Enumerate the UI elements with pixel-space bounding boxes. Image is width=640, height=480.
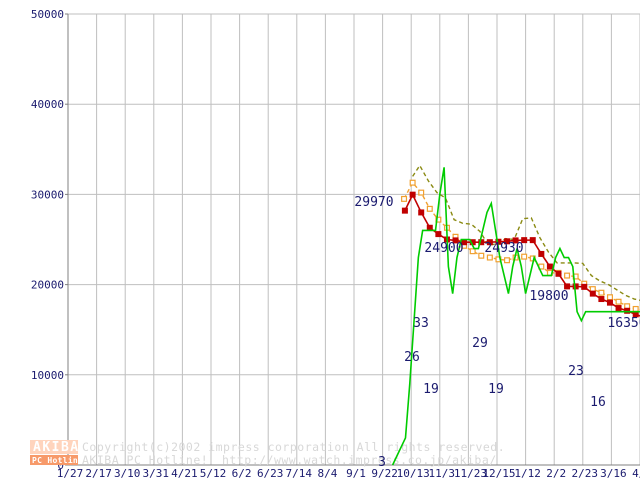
hotline-logo-text: PC Hotline! [32, 455, 88, 465]
series-line-max-price [412, 164, 640, 301]
y-axis-tick-labels: 0 10000 20000 30000 40000 50000 [31, 8, 68, 472]
data-point-marker [521, 237, 528, 244]
y-axis-tick-label: 50000 [31, 8, 64, 21]
data-point-marker [589, 290, 596, 297]
data-value-label: 16350 [607, 316, 640, 331]
data-point-marker [606, 294, 613, 301]
x-axis-tick-label: 2/17 [85, 467, 112, 480]
data-point-marker [581, 283, 588, 290]
data-point-marker [615, 298, 622, 305]
x-axis-tick-label: 9/22 [371, 467, 398, 480]
x-axis-tick-label: 11/23 [454, 467, 487, 480]
x-axis-tick-label: 3/16 [600, 467, 627, 480]
akiba-logo-text: AKIBA [33, 440, 80, 455]
data-point-marker [564, 283, 571, 290]
data-point-marker [624, 307, 631, 314]
data-point-labels: 29970 24900 24930 19800 16350 26 33 19 29 19 23 16 3 [354, 195, 640, 470]
axis-lines [67, 14, 640, 466]
x-axis-tick-label: 10/13 [397, 467, 430, 480]
x-axis-tick-label: 4/21 [171, 467, 198, 480]
data-value-label: 29 [472, 336, 488, 351]
y-axis-tick-label: 30000 [31, 188, 64, 201]
data-point-marker [486, 254, 493, 261]
data-value-label: 3 [378, 455, 386, 470]
data-point-marker [546, 263, 553, 270]
data-point-marker [409, 191, 416, 198]
data-point-marker [598, 289, 605, 296]
data-point-marker [606, 299, 613, 306]
data-point-marker [426, 224, 433, 231]
data-point-marker [529, 237, 536, 244]
data-point-marker [426, 205, 433, 212]
x-axis-tick-label: 8/4 [317, 467, 337, 480]
data-point-marker [521, 253, 528, 260]
site-url-line: http://www.watch.impress.co.jp/akiba/ [222, 453, 497, 467]
site-name-line: AKIBA PC Hotline! [82, 453, 208, 467]
x-axis-tick-label: 3/31 [143, 467, 170, 480]
y-axis-tick-label: 10000 [31, 369, 64, 382]
x-axis-tick-label: 9/1 [346, 467, 366, 480]
data-point-marker [598, 296, 605, 303]
data-point-marker [555, 270, 562, 277]
copyright-line: Copyright(c)2002 impress corporation All… [82, 440, 505, 454]
x-axis-tick-label: 6/2 [232, 467, 252, 480]
data-point-marker [504, 257, 511, 264]
series-line-shop-count [391, 167, 640, 466]
x-axis-tick-label: 2/2 [546, 467, 566, 480]
y-axis-tick-label: 0 [57, 459, 64, 472]
data-point-marker [452, 237, 459, 244]
data-point-marker [435, 216, 442, 223]
data-point-marker [418, 209, 425, 216]
data-value-label: 29970 [354, 195, 393, 210]
x-axis-tick-label: 7/14 [286, 467, 313, 480]
data-value-label: 19 [423, 382, 439, 397]
data-point-marker [538, 250, 545, 257]
hotline-logo-background [30, 455, 78, 465]
series-layer [391, 164, 640, 466]
x-axis-tick-label: 2/23 [572, 467, 599, 480]
x-axis-tick-label: 11/3 [429, 467, 456, 480]
y-axis-tick-label: 40000 [31, 98, 64, 111]
data-point-marker [486, 239, 493, 246]
data-value-label: 24900 [424, 241, 463, 256]
data-value-label: 33 [413, 316, 429, 331]
data-value-label: 19 [488, 382, 504, 397]
data-point-marker [632, 305, 639, 312]
data-value-label: 19800 [529, 289, 568, 304]
x-axis-tick-label: 12/15 [482, 467, 515, 480]
data-point-marker [564, 272, 571, 279]
data-value-label: 24930 [484, 241, 523, 256]
data-point-marker [409, 179, 416, 186]
data-point-marker [435, 231, 442, 238]
data-point-marker [478, 252, 485, 259]
x-axis-tick-label: 6/23 [257, 467, 284, 480]
data-point-marker [401, 195, 408, 202]
data-value-label: 16 [590, 395, 606, 410]
data-point-marker [615, 305, 622, 312]
data-point-marker [512, 237, 519, 244]
x-axis-tick-label: 1/12 [514, 467, 541, 480]
data-value-label: 23 [568, 364, 584, 379]
x-axis-tick-label: 4/6 [632, 467, 640, 480]
data-value-label: 26 [404, 350, 420, 365]
data-point-marker [418, 189, 425, 196]
akiba-logo-background [30, 440, 78, 454]
x-axis-tick-label: 5/12 [200, 467, 227, 480]
data-point-marker [469, 248, 476, 255]
x-axis-tick-label: 3/10 [114, 467, 141, 480]
x-axis-tick-labels: 1/27 2/17 3/10 3/31 4/21 5/12 6/2 6/23 7/14 8/4 9/… [57, 467, 640, 480]
x-axis-tick-label: 1/27 [57, 467, 84, 480]
watermark-block: AKIBA PC Hotline! Copyright(c)2002 impre… [30, 440, 505, 467]
data-point-marker [504, 238, 511, 245]
data-point-marker [401, 207, 408, 214]
grid-lines [67, 13, 640, 466]
y-axis-tick-label: 20000 [31, 279, 64, 292]
